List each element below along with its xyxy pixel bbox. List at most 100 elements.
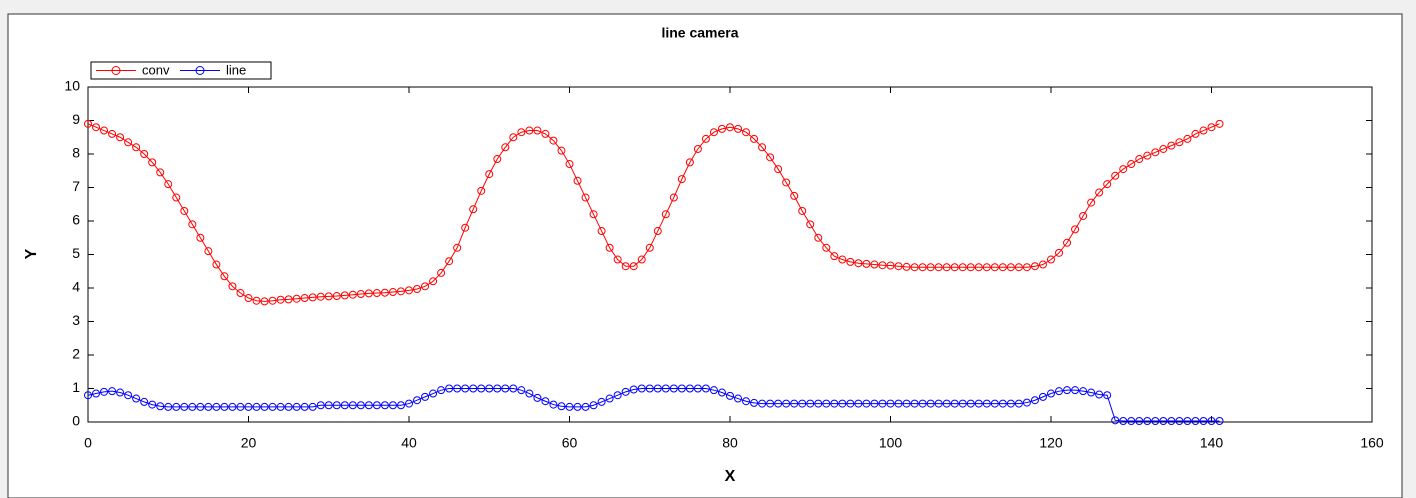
marker: [1071, 225, 1080, 234]
marker: [1135, 416, 1144, 425]
marker: [1055, 387, 1064, 396]
marker: [1071, 386, 1080, 395]
marker: [1079, 387, 1088, 396]
marker: [854, 399, 863, 408]
marker: [661, 384, 670, 393]
marker: [509, 133, 518, 142]
marker: [974, 399, 983, 408]
marker: [268, 402, 277, 411]
marker: [493, 384, 502, 393]
marker: [204, 402, 213, 411]
marker: [758, 399, 767, 408]
legend-marker: [111, 66, 121, 75]
marker: [581, 402, 590, 411]
marker: [517, 128, 526, 137]
marker: [846, 399, 855, 408]
marker: [92, 389, 101, 398]
marker: [533, 126, 542, 135]
marker: [429, 277, 438, 286]
marker: [822, 399, 831, 408]
marker: [340, 291, 349, 300]
marker: [830, 399, 839, 408]
y-tick-label: 1: [72, 379, 80, 395]
marker: [1151, 148, 1160, 157]
marker: [405, 399, 413, 408]
marker: [910, 399, 919, 408]
marker: [573, 176, 582, 185]
marker: [565, 402, 574, 411]
marker: [84, 391, 92, 400]
marker: [998, 263, 1007, 272]
marker: [806, 399, 815, 408]
marker: [742, 128, 751, 137]
x-tick-label: 20: [241, 435, 257, 451]
y-tick-label: 5: [72, 245, 80, 261]
marker: [726, 123, 734, 132]
marker: [180, 402, 189, 411]
marker: [677, 175, 686, 184]
marker: [645, 384, 654, 393]
marker: [396, 401, 405, 410]
marker: [774, 399, 783, 408]
marker: [541, 397, 550, 406]
marker: [1199, 416, 1208, 425]
marker: [581, 193, 590, 202]
y-tick-label: 10: [64, 78, 80, 94]
marker: [838, 255, 847, 264]
marker: [830, 252, 839, 261]
marker: [918, 263, 927, 272]
marker: [156, 402, 165, 411]
marker: [1014, 399, 1023, 408]
x-tick-label: 100: [879, 435, 903, 451]
marker: [701, 134, 710, 143]
marker: [902, 262, 911, 271]
marker: [790, 191, 799, 200]
marker: [380, 401, 389, 410]
marker: [188, 402, 197, 411]
marker: [1183, 416, 1192, 425]
marker: [437, 386, 446, 395]
marker: [228, 402, 237, 411]
marker: [653, 227, 662, 236]
marker: [774, 165, 783, 174]
marker: [148, 158, 157, 167]
marker: [1167, 416, 1176, 425]
marker: [990, 263, 999, 272]
marker: [1183, 134, 1192, 143]
marker: [1207, 416, 1216, 425]
marker: [340, 401, 349, 410]
marker: [100, 126, 109, 135]
marker: [348, 401, 357, 410]
marker: [1014, 263, 1023, 272]
marker: [1087, 388, 1096, 397]
marker: [557, 402, 566, 411]
marker: [276, 402, 285, 411]
marker: [461, 384, 470, 393]
marker: [910, 263, 919, 272]
marker: [380, 288, 389, 297]
marker: [862, 399, 871, 408]
marker: [750, 134, 759, 143]
marker: [669, 193, 678, 202]
marker: [1063, 238, 1072, 247]
marker: [236, 289, 245, 298]
marker: [332, 292, 341, 301]
marker: [878, 261, 887, 270]
marker: [677, 384, 686, 393]
marker: [268, 296, 277, 305]
marker: [525, 389, 534, 398]
marker: [661, 210, 670, 219]
y-tick-label: 2: [72, 346, 80, 362]
marker: [557, 146, 566, 155]
marker: [1119, 416, 1128, 425]
marker: [405, 286, 413, 295]
marker: [1191, 129, 1200, 138]
marker: [798, 399, 807, 408]
marker: [726, 391, 734, 400]
y-axis-label: Y: [23, 248, 40, 259]
y-tick-label: 8: [72, 145, 80, 161]
marker: [669, 384, 678, 393]
marker: [717, 124, 726, 133]
